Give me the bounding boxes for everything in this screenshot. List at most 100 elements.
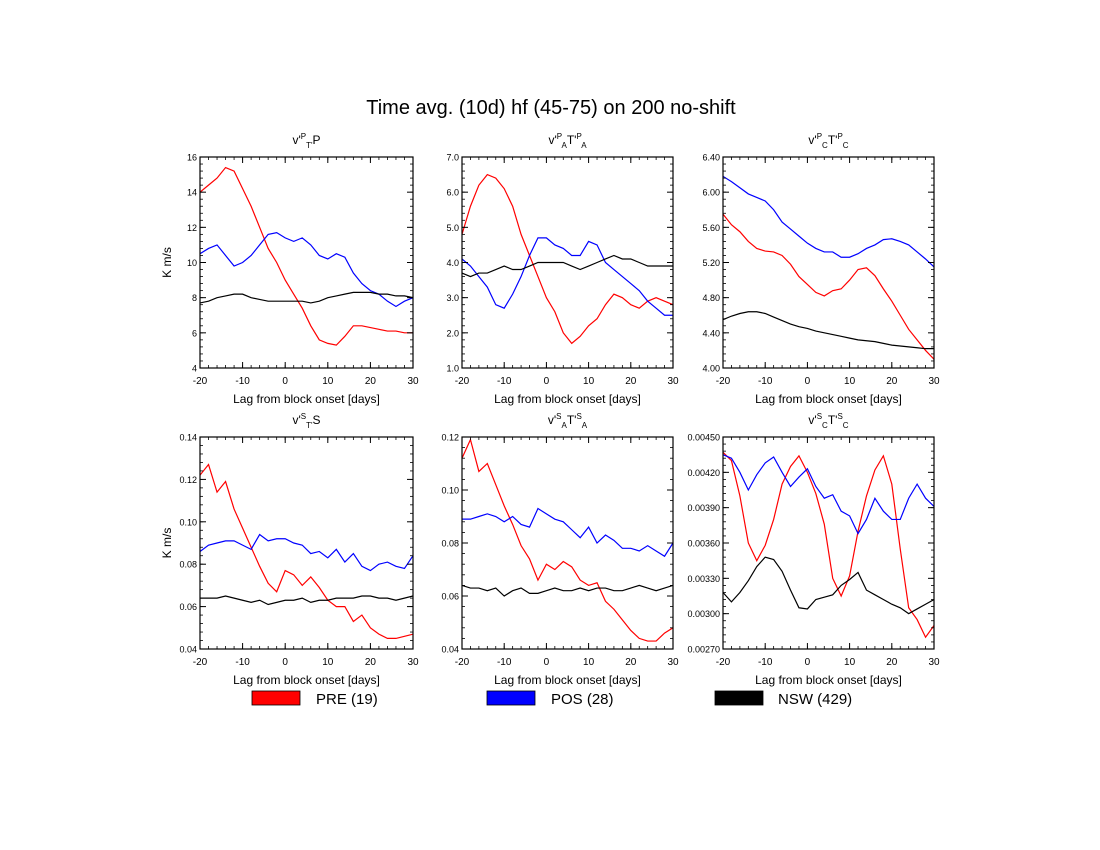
y-tick-label: 0.06 xyxy=(441,592,459,602)
x-axis-label: Lag from block onset [days] xyxy=(233,673,380,687)
x-tick-label: -10 xyxy=(497,657,512,668)
y-tick-label: 5.60 xyxy=(702,223,720,233)
x-tick-label: 10 xyxy=(844,657,856,668)
y-tick-label: 4.40 xyxy=(702,328,720,338)
x-tick-label: 10 xyxy=(322,376,334,387)
y-tick-label: 5.20 xyxy=(702,258,720,268)
x-tick-label: 0 xyxy=(805,657,811,668)
x-axis-label: Lag from block onset [days] xyxy=(494,392,641,406)
x-tick-label: 30 xyxy=(407,376,419,387)
series-line-pos xyxy=(200,533,413,572)
x-tick-label: 20 xyxy=(886,657,898,668)
legend: PRE (19) POS (28) NSW (429) xyxy=(251,690,852,708)
series-line-pre xyxy=(462,437,673,642)
y-tick-label: 0.00330 xyxy=(687,574,720,584)
x-tick-label: 10 xyxy=(322,657,334,668)
legend-swatch-pre xyxy=(251,690,301,706)
x-tick-label: 10 xyxy=(583,657,595,668)
panel-6: -20 -10 0 10 20 30 0.00270 0.00300 0.00330 0.0036… xyxy=(687,412,940,687)
x-tick-label: -20 xyxy=(716,657,731,668)
y-tick-label: 0.12 xyxy=(179,475,197,485)
y-tick-label: 7.0 xyxy=(446,153,459,163)
x-tick-label: 10 xyxy=(844,376,856,387)
y-tick-label: 4.80 xyxy=(702,293,720,303)
series-line-pos xyxy=(723,454,934,535)
plot-frame xyxy=(199,436,414,650)
series-line-pos xyxy=(462,507,673,558)
series-line-pre xyxy=(462,173,673,345)
y-tick-label: 3.0 xyxy=(446,293,459,303)
x-tick-label: 0 xyxy=(805,376,811,387)
panel-5: -20 -10 0 10 20 30 0.04 0.06 0.08 0.10 0.12 Lag fro… xyxy=(441,412,679,687)
series-line-pre xyxy=(723,213,934,360)
x-tick-label: 20 xyxy=(625,376,637,387)
y-tick-label: 16 xyxy=(187,153,197,163)
series-line-pre xyxy=(723,451,934,639)
series-line-pre xyxy=(200,463,413,640)
y-tick-label: 12 xyxy=(187,223,197,233)
y-tick-label: 8 xyxy=(192,293,197,303)
series-line-nsw xyxy=(723,311,934,350)
x-tick-label: 30 xyxy=(667,376,679,387)
y-tick-label: 0.00420 xyxy=(687,468,720,478)
legend-label: NSW (429) xyxy=(778,691,852,708)
y-tick-label: 6 xyxy=(192,328,197,338)
legend-label: PRE (19) xyxy=(316,691,378,708)
y-tick-label: 4 xyxy=(192,364,197,374)
panels: -20 -10 0 10 20 30 4 6 8 10 12 14 16 Lag from block o… xyxy=(160,132,940,687)
y-tick-label: 0.00360 xyxy=(687,539,720,549)
y-tick-label: 14 xyxy=(187,188,197,198)
x-tick-label: -10 xyxy=(235,657,250,668)
legend-swatch-nsw xyxy=(714,690,764,706)
x-tick-label: -10 xyxy=(497,376,512,387)
x-tick-label: 0 xyxy=(544,376,550,387)
y-tick-label: 0.08 xyxy=(179,560,197,570)
y-tick-label: 4.0 xyxy=(446,258,459,268)
x-tick-label: 30 xyxy=(928,657,940,668)
x-tick-label: 20 xyxy=(625,657,637,668)
panel-2: -20 -10 0 10 20 30 1.0 2.0 3.0 4.0 5.0 6.0 7.0 Lag fr… xyxy=(446,132,679,406)
series-line-pre xyxy=(200,166,413,346)
panel-title: v'ST'S xyxy=(292,412,320,430)
plot-frame xyxy=(722,436,935,650)
plot-frame xyxy=(722,156,935,369)
x-axis-label: Lag from block onset [days] xyxy=(233,392,380,406)
x-tick-label: 30 xyxy=(407,657,419,668)
x-tick-label: 30 xyxy=(667,657,679,668)
y-tick-label: 0.00270 xyxy=(687,645,720,655)
x-tick-label: 10 xyxy=(583,376,595,387)
y-tick-label: 0.06 xyxy=(179,602,197,612)
x-tick-label: 0 xyxy=(544,657,550,668)
legend-label: POS (28) xyxy=(551,691,614,708)
panel-1: -20 -10 0 10 20 30 4 6 8 10 12 14 16 Lag from block o… xyxy=(160,132,419,406)
y-tick-label: 6.00 xyxy=(702,188,720,198)
legend-swatch-pos xyxy=(486,690,536,706)
x-tick-label: -10 xyxy=(235,376,250,387)
series-line-nsw xyxy=(200,595,413,606)
x-tick-label: 30 xyxy=(928,376,940,387)
panel-title: v'PCT'PC xyxy=(808,132,848,150)
y-tick-label: 0.04 xyxy=(179,645,197,655)
panel-title: v'PAT'PA xyxy=(548,132,587,150)
x-tick-label: 0 xyxy=(282,657,288,668)
panel-title: v'PT'P xyxy=(292,132,320,150)
y-tick-label: 0.08 xyxy=(441,539,459,549)
x-tick-label: -20 xyxy=(455,657,470,668)
y-tick-label: 0.10 xyxy=(441,486,459,496)
y-tick-label: 0.14 xyxy=(179,433,197,443)
series-line-nsw xyxy=(462,254,673,278)
y-tick-label: 0.12 xyxy=(441,433,459,443)
y-tick-label: 10 xyxy=(187,258,197,268)
series-line-nsw xyxy=(723,556,934,615)
series-line-nsw xyxy=(200,291,413,304)
x-tick-label: 0 xyxy=(282,376,288,387)
x-axis-label: Lag from block onset [days] xyxy=(755,673,902,687)
plot-frame xyxy=(461,436,674,650)
x-tick-label: -20 xyxy=(193,657,208,668)
y-tick-label: 0.00300 xyxy=(687,609,720,619)
x-axis-label: Lag from block onset [days] xyxy=(494,673,641,687)
y-tick-label: 5.0 xyxy=(446,223,459,233)
series-line-pos xyxy=(723,175,934,268)
x-tick-label: 20 xyxy=(886,376,898,387)
